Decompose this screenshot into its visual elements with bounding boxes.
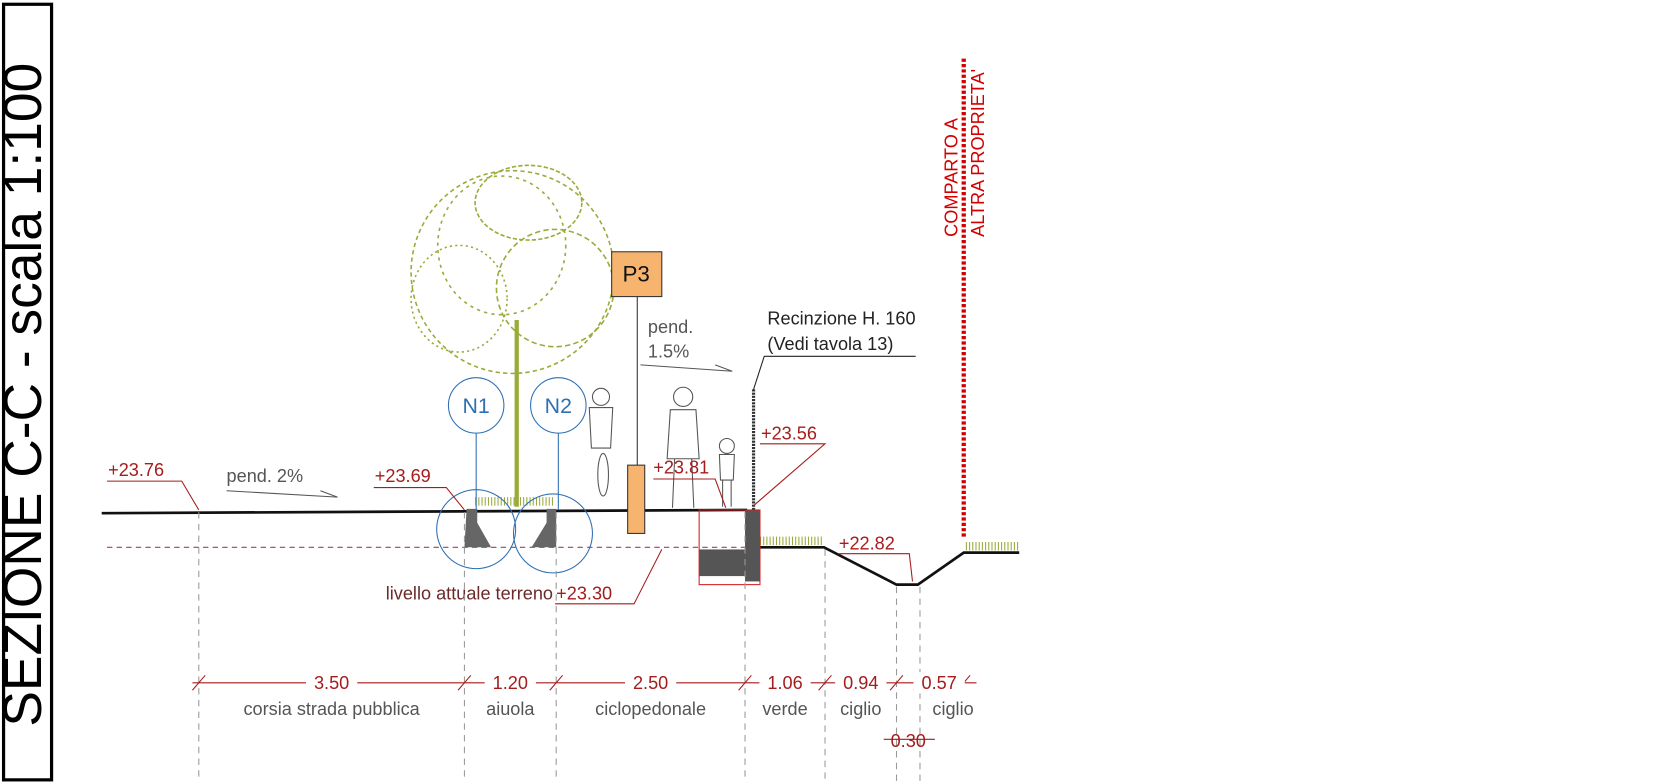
dimension-label: aiuola — [486, 699, 535, 719]
terrain-label: livello attuale terreno — [386, 584, 553, 604]
fence-note: Recinzione H. 160 — [767, 308, 915, 328]
dimension-value: 1.20 — [493, 673, 528, 693]
fence-note: (Vedi tavola 13) — [767, 334, 893, 354]
bollard — [628, 465, 645, 533]
dimension-label: ciclopedonale — [595, 699, 706, 719]
property-label: COMPARTO A — [941, 117, 961, 237]
slope-label: 1.5% — [648, 341, 689, 361]
slope-arrow — [227, 491, 338, 497]
tree-id: N2 — [545, 394, 572, 418]
fence-foundation — [745, 510, 760, 581]
dimension-value: 2.50 — [633, 673, 668, 693]
dimension-value: 3.50 — [314, 673, 349, 693]
people — [589, 387, 734, 508]
section-drawing: SEZIONE C-C - scala 1:100 N1 N2 P3 Recin… — [0, 0, 1665, 782]
dimension-extensions — [199, 512, 920, 782]
dimension-value: 1.06 — [767, 673, 802, 693]
dimension-label: verde — [762, 699, 807, 719]
leader — [754, 356, 916, 389]
sign-label: P3 — [623, 262, 650, 287]
tree-id: N1 — [463, 394, 490, 418]
tree — [411, 165, 614, 506]
level-label: +23.30 — [556, 584, 612, 604]
level-label: +23.76 — [108, 460, 164, 480]
curb — [532, 509, 557, 547]
slope-arrow — [640, 365, 732, 371]
dimension-value: 0.94 — [843, 673, 878, 693]
slope-label: pend. — [648, 317, 693, 337]
dimension-value: 0.30 — [891, 731, 926, 751]
level-label: +23.81 — [653, 458, 709, 478]
property-label: ALTRA PROPRIETA' — [968, 69, 988, 237]
curb — [464, 509, 491, 547]
level-label: +23.69 — [375, 466, 431, 486]
level-label: +22.82 — [839, 533, 895, 553]
dimension-label: ciglio — [840, 699, 881, 719]
section-title: SEZIONE C-C - scala 1:100 — [0, 63, 53, 727]
slope-label: pend. 2% — [227, 466, 304, 486]
dimension-label: corsia strada pubblica — [243, 699, 420, 719]
level-label: +23.56 — [761, 424, 817, 444]
dimension-label: ciglio — [932, 699, 973, 719]
footing — [699, 549, 745, 576]
dimension-value: 0.57 — [922, 673, 957, 693]
